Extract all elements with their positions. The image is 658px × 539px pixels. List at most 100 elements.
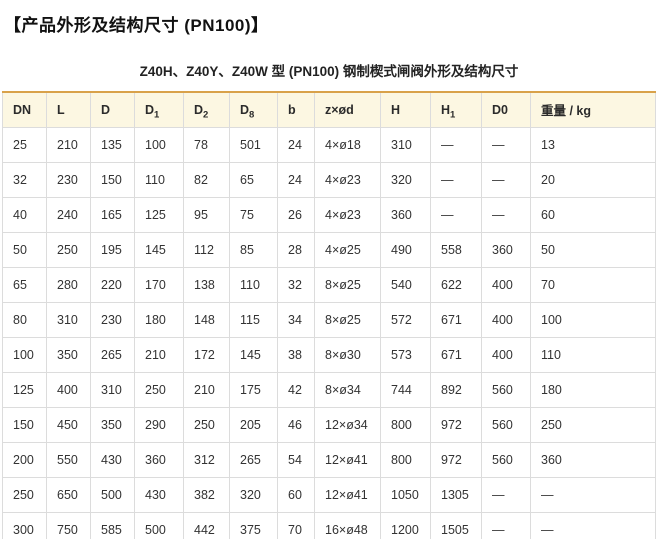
table-cell-weight: 13 <box>530 126 656 163</box>
column-header-label: L <box>57 102 65 117</box>
table-cell-l: 750 <box>46 511 91 539</box>
table-cell-b: 26 <box>277 196 315 233</box>
table-cell-d0: 360 <box>481 231 531 268</box>
table-cell-h: 1200 <box>380 511 431 539</box>
table-cell-h1: 558 <box>430 231 482 268</box>
table-cell-d8: 145 <box>229 336 278 373</box>
table-cell-h: 744 <box>380 371 431 408</box>
column-header-l: L <box>46 91 91 128</box>
column-header-label: D <box>240 102 250 117</box>
table-cell-d: 165 <box>90 196 135 233</box>
table-cell-h1: — <box>430 161 482 198</box>
table-cell-d2: 78 <box>183 126 230 163</box>
column-header-d1: D1 <box>134 91 184 128</box>
table-cell-d1: 430 <box>134 476 184 513</box>
table-cell-d0: 560 <box>481 371 531 408</box>
column-header-subscript: 2 <box>203 109 209 121</box>
table-cell-dn: 32 <box>2 161 47 198</box>
table-cell-l: 230 <box>46 161 91 198</box>
table-cell-b: 24 <box>277 126 315 163</box>
table-row: 200 550 430 360 312 265 54 12×ø41 800 972 560 360 <box>2 441 656 478</box>
table-row: 32 230 150 110 82 65 24 4×ø23 320— —20 <box>2 161 656 198</box>
table-cell-d: 430 <box>90 441 135 478</box>
table-cell-b: 54 <box>277 441 315 478</box>
table-cell-zxod: 16×ø48 <box>314 511 381 539</box>
table-cell-d1: 145 <box>134 231 184 268</box>
table-cell-l: 400 <box>46 371 91 408</box>
table-cell-zxod: 8×ø25 <box>314 266 381 303</box>
column-header-label: D <box>145 102 155 117</box>
table-cell-h1: 671 <box>430 301 482 338</box>
table-cell-d: 230 <box>90 301 135 338</box>
table-cell-dn: 50 <box>2 231 47 268</box>
table-cell-d0: 560 <box>481 406 531 443</box>
table-cell-dn: 25 <box>2 126 47 163</box>
table-cell-zxod: 4×ø25 <box>314 231 381 268</box>
table-row: 150 450 350 290 250 205 46 12×ø34 800 972 560 250 <box>2 406 656 443</box>
table-cell-d8: 85 <box>229 231 278 268</box>
table-cell-d2: 112 <box>183 231 230 268</box>
column-header-d8: D8 <box>229 91 278 128</box>
column-header-label: b <box>288 102 296 117</box>
table-cell-d8: 175 <box>229 371 278 408</box>
table-cell-dn: 300 <box>2 511 47 539</box>
table-cell-weight: 20 <box>530 161 656 198</box>
table-cell-d0: 400 <box>481 301 531 338</box>
table-cell-d2: 82 <box>183 161 230 198</box>
table-cell-h1: 972 <box>430 441 482 478</box>
table-cell-d2: 312 <box>183 441 230 478</box>
table-cell-d1: 210 <box>134 336 184 373</box>
column-header-h1: H1 <box>430 91 482 128</box>
table-cell-d0: 400 <box>481 336 531 373</box>
table-row: 50 250 195 145 112 85 28 4×ø25 490 558 360 50 <box>2 231 656 268</box>
table-cell-weight: — <box>530 476 656 513</box>
table-cell-h: 490 <box>380 231 431 268</box>
table-cell-d2: 172 <box>183 336 230 373</box>
table-cell-b: 38 <box>277 336 315 373</box>
column-header-label: 重量 / kg <box>541 104 592 119</box>
table-cell-b: 34 <box>277 301 315 338</box>
table-cell-weight: 60 <box>530 196 656 233</box>
table-cell-d8: 320 <box>229 476 278 513</box>
table-cell-weight: 70 <box>530 266 656 303</box>
table-cell-d0: — <box>481 511 531 539</box>
table-cell-d: 585 <box>90 511 135 539</box>
column-header-label: z×ød <box>325 102 354 117</box>
table-cell-d: 500 <box>90 476 135 513</box>
table-cell-d: 350 <box>90 406 135 443</box>
table-cell-d2: 138 <box>183 266 230 303</box>
column-header-label: H <box>391 102 401 117</box>
column-header-d2: D2 <box>183 91 230 128</box>
table-cell-weight: 110 <box>530 336 656 373</box>
table-cell-d1: 360 <box>134 441 184 478</box>
column-header-label: D0 <box>492 102 508 117</box>
column-header-h: H <box>380 91 431 128</box>
table-cell-h: 540 <box>380 266 431 303</box>
table-cell-b: 32 <box>277 266 315 303</box>
table-cell-dn: 40 <box>2 196 47 233</box>
table-cell-d1: 125 <box>134 196 184 233</box>
table-cell-d8: 65 <box>229 161 278 198</box>
table-cell-d8: 375 <box>229 511 278 539</box>
table-cell-d8: 265 <box>229 441 278 478</box>
table-cell-b: 70 <box>277 511 315 539</box>
column-header-d: D <box>90 91 135 128</box>
table-cell-h: 572 <box>380 301 431 338</box>
table-cell-d1: 110 <box>134 161 184 198</box>
table-cell-d8: 205 <box>229 406 278 443</box>
table-cell-weight: 360 <box>530 441 656 478</box>
table-cell-h: 800 <box>380 441 431 478</box>
table-cell-weight: 50 <box>530 231 656 268</box>
table-cell-zxod: 4×ø18 <box>314 126 381 163</box>
table-cell-d: 195 <box>90 231 135 268</box>
table-cell-dn: 80 <box>2 301 47 338</box>
table-cell-l: 240 <box>46 196 91 233</box>
column-header-label: DN <box>13 102 32 117</box>
table-body: 25 210 135 100 78 501 24 4×ø18 310— —13 32 230 150 11… <box>2 126 656 539</box>
table-cell-weight: — <box>530 511 656 539</box>
table-cell-dn: 100 <box>2 336 47 373</box>
table-cell-b: 42 <box>277 371 315 408</box>
table-cell-d1: 250 <box>134 371 184 408</box>
column-header-label: D <box>194 102 204 117</box>
